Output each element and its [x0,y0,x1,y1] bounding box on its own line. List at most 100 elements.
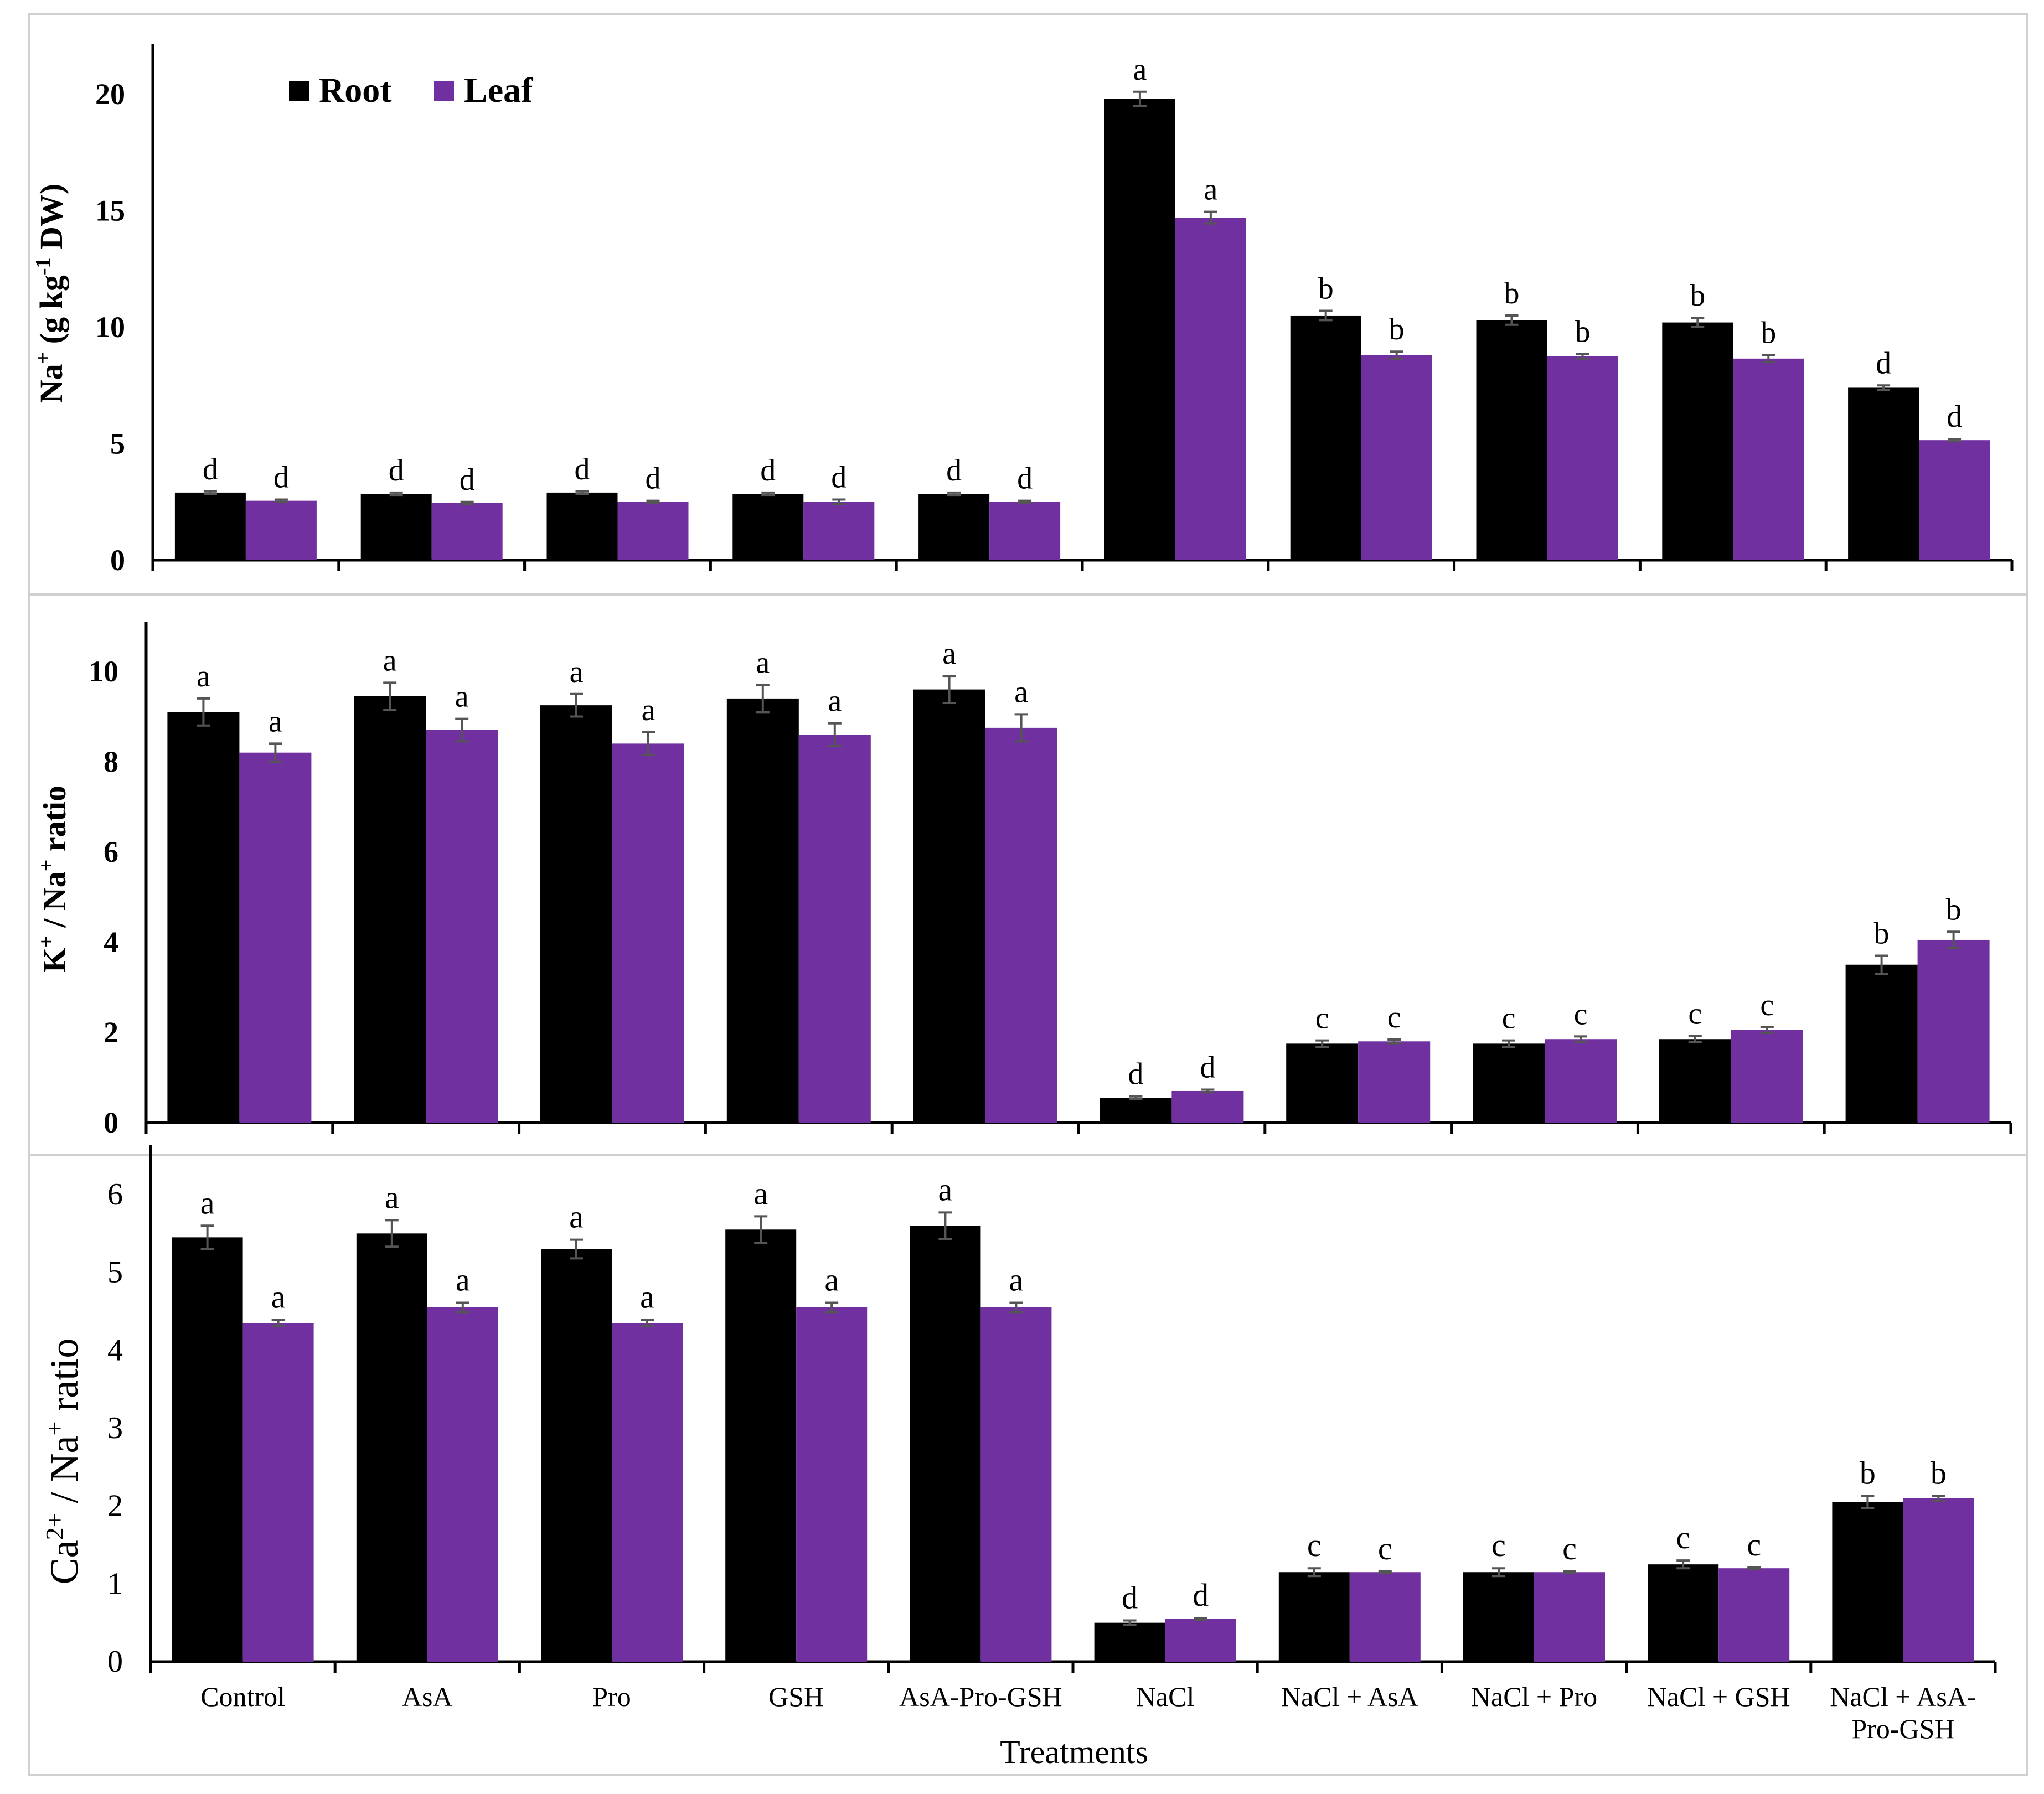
panel-na: 0 5 10 15 20 d d d d d a b b b d d d d d d a b b b d [95,44,2014,577]
x-category-label: AsA [402,1681,453,1712]
bar-leaf [1917,939,1990,1123]
significance-letter: a [271,1279,286,1315]
x-category-label: NaCl + AsA-Pro-GSH [1830,1681,1976,1744]
bar-root [1476,320,1547,560]
significance-letter: a [753,1175,768,1211]
y-tick-label: 6 [104,835,118,868]
bar-leaf [1361,355,1432,560]
significance-letter: a [828,684,842,718]
bar-root [1662,322,1733,560]
significance-letter: d [1876,346,1891,380]
significance-letter: c [1562,1531,1577,1566]
bar-leaf [1534,1572,1605,1662]
significance-letter: d [575,452,590,487]
bar-root [1290,315,1361,560]
bar-root [913,689,985,1123]
y-tick-label: 15 [95,194,125,228]
bar-leaf [612,1323,683,1662]
y-tick-label: 20 [95,77,125,111]
y-tick-label: 0 [104,1106,118,1139]
bar-leaf [1358,1041,1431,1123]
panel-k-na: 0 2 4 6 8 10 a a a a a d c c c b a a a a a d c c c b [89,622,2012,1139]
y-tick-label: 8 [104,745,118,778]
significance-letter: c [1491,1527,1506,1563]
x-category-label: NaCl + GSH [1647,1681,1790,1712]
significance-letter: d [760,453,776,488]
y-tick-label: 0 [110,544,125,577]
significance-letter: b [1575,314,1591,349]
significance-letter: a [642,693,655,727]
y-tick-label: 4 [104,926,118,959]
bar-root [1832,1502,1903,1662]
bar-root [1286,1043,1359,1123]
significance-letter: a [385,1179,399,1215]
legend-root-swatch [289,81,309,101]
significance-letter: c [1502,1001,1516,1036]
significance-letter: d [273,461,289,495]
y-tick-label: 3 [107,1411,123,1445]
bar-leaf [980,1307,1052,1662]
significance-letter: d [831,461,846,495]
bar-root [725,1229,797,1662]
significance-letter: a [200,1185,215,1221]
significance-letter: c [1378,1531,1392,1566]
bar-root [1463,1572,1534,1662]
significance-letter: b [1761,316,1776,350]
significance-letter: a [1014,675,1028,709]
x-category-label: NaCl + Pro [1471,1681,1597,1712]
panel-ca-na: 0 1 2 3 4 5 6 a a a a a d c c c b a a a a a d c c c b [107,1145,1997,1679]
bar-leaf [427,1307,498,1662]
significance-letter: d [1200,1051,1215,1085]
bar-leaf [989,502,1061,560]
y-tick-label: 6 [107,1177,123,1212]
x-category-label: GSH [768,1681,824,1712]
bar-leaf [1545,1039,1617,1123]
y-tick-label: 4 [107,1333,123,1367]
significance-letter: b [1318,272,1334,306]
significance-letter: d [460,463,475,497]
significance-letter: b [1504,276,1520,311]
bar-leaf [796,1307,868,1662]
bar-root [1848,387,1919,560]
bar-leaf [1349,1572,1421,1662]
significance-letter: a [269,704,282,738]
x-axis-categories: Control AsA Pro GSH AsA-Pro-GSH NaCl NaCl + As… [200,1681,1976,1744]
significance-letter: a [756,645,770,680]
bar-root [1104,99,1175,561]
significance-letter: c [1387,1000,1401,1035]
significance-letter: b [1874,916,1890,950]
bar-root [1659,1039,1731,1123]
significance-letter: c [1688,997,1702,1031]
significance-letter: a [942,637,956,671]
significance-letter: c [1315,1001,1329,1036]
bar-root [1278,1572,1350,1662]
legend-leaf-label: Leaf [464,70,533,110]
significance-letter: d [946,453,962,488]
significance-letter: d [1193,1577,1209,1613]
significance-letter: b [1690,278,1705,313]
bar-leaf [242,1323,314,1662]
significance-letter: d [1122,1579,1138,1615]
x-axis-title: Treatments [1000,1734,1148,1770]
significance-letter: d [203,452,218,487]
bar-leaf [1165,1619,1236,1662]
bar-root [1473,1043,1545,1123]
significance-letter: a [938,1171,953,1207]
bar-root [910,1226,981,1662]
bar-leaf [803,502,875,560]
significance-letter: a [455,680,469,714]
y-tick-label: 2 [107,1489,123,1523]
y-tick-label: 5 [107,1255,123,1290]
significance-letter: c [1574,997,1588,1031]
significance-letter: b [1946,892,1962,927]
x-category-label: Pro [592,1681,631,1712]
bar-leaf [1731,1030,1803,1123]
x-category-label: NaCl [1136,1681,1195,1712]
significance-letter: d [646,462,661,496]
legend-root-label: Root [319,70,392,110]
legend: Root Leaf [289,70,533,110]
significance-letter: a [1009,1262,1024,1298]
bar-leaf [1903,1498,1974,1662]
significance-letter: d [1017,462,1033,496]
